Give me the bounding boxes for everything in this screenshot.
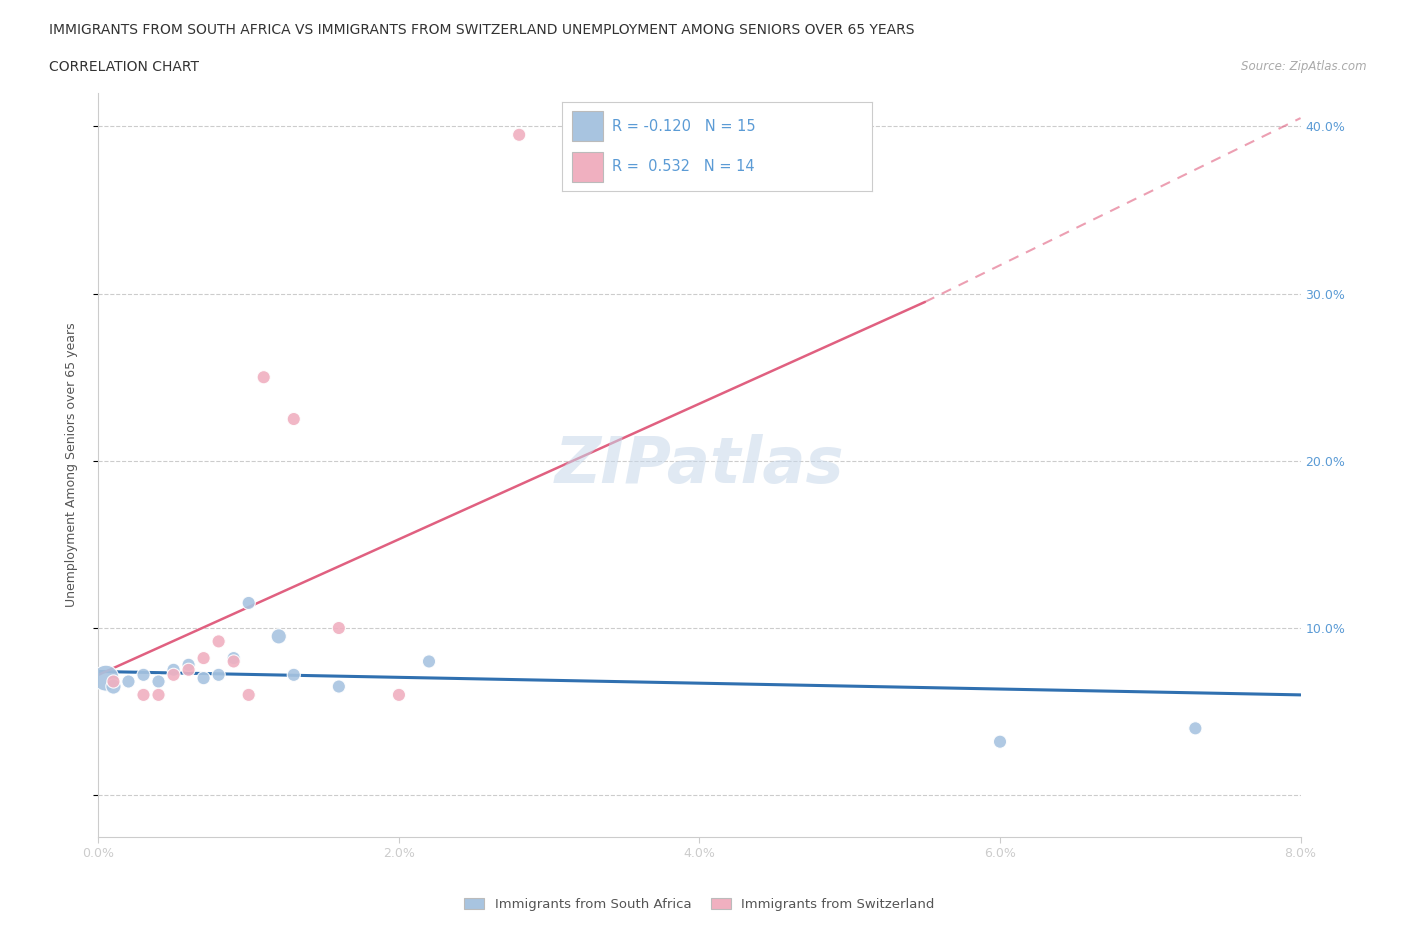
Point xyxy=(94,671,117,685)
Text: ZIPatlas: ZIPatlas xyxy=(555,434,844,496)
Point xyxy=(508,127,530,142)
Legend: Immigrants from South Africa, Immigrants from Switzerland: Immigrants from South Africa, Immigrants… xyxy=(458,893,941,916)
Point xyxy=(177,662,200,677)
Point xyxy=(193,651,215,666)
Text: CORRELATION CHART: CORRELATION CHART xyxy=(49,60,200,74)
Text: Source: ZipAtlas.com: Source: ZipAtlas.com xyxy=(1241,60,1367,73)
Bar xyxy=(572,112,603,141)
Point xyxy=(148,674,170,689)
Point xyxy=(103,674,125,689)
Point xyxy=(222,651,245,666)
Bar xyxy=(572,152,603,182)
Y-axis label: Unemployment Among Seniors over 65 years: Unemployment Among Seniors over 65 years xyxy=(65,323,77,607)
Point xyxy=(238,687,260,702)
Text: R = -0.120   N = 15: R = -0.120 N = 15 xyxy=(612,119,755,134)
Point xyxy=(1184,721,1206,736)
Point xyxy=(328,679,350,694)
Point xyxy=(103,679,125,694)
Point xyxy=(988,735,1011,750)
Point xyxy=(193,671,215,685)
Point xyxy=(283,668,305,683)
Text: R =  0.532   N = 14: R = 0.532 N = 14 xyxy=(612,159,755,174)
Point xyxy=(388,687,411,702)
Point xyxy=(132,687,155,702)
Point xyxy=(222,654,245,669)
Text: IMMIGRANTS FROM SOUTH AFRICA VS IMMIGRANTS FROM SWITZERLAND UNEMPLOYMENT AMONG S: IMMIGRANTS FROM SOUTH AFRICA VS IMMIGRAN… xyxy=(49,23,915,37)
Point xyxy=(208,634,231,649)
Point xyxy=(238,595,260,610)
Point xyxy=(253,370,276,385)
Point xyxy=(117,674,139,689)
Point xyxy=(283,412,305,427)
Point xyxy=(132,668,155,683)
Point xyxy=(418,654,440,669)
Point xyxy=(328,620,350,635)
Point xyxy=(208,668,231,683)
Point xyxy=(162,668,184,683)
Point xyxy=(162,662,184,677)
Point xyxy=(267,629,290,644)
Point xyxy=(148,687,170,702)
Point xyxy=(177,658,200,672)
